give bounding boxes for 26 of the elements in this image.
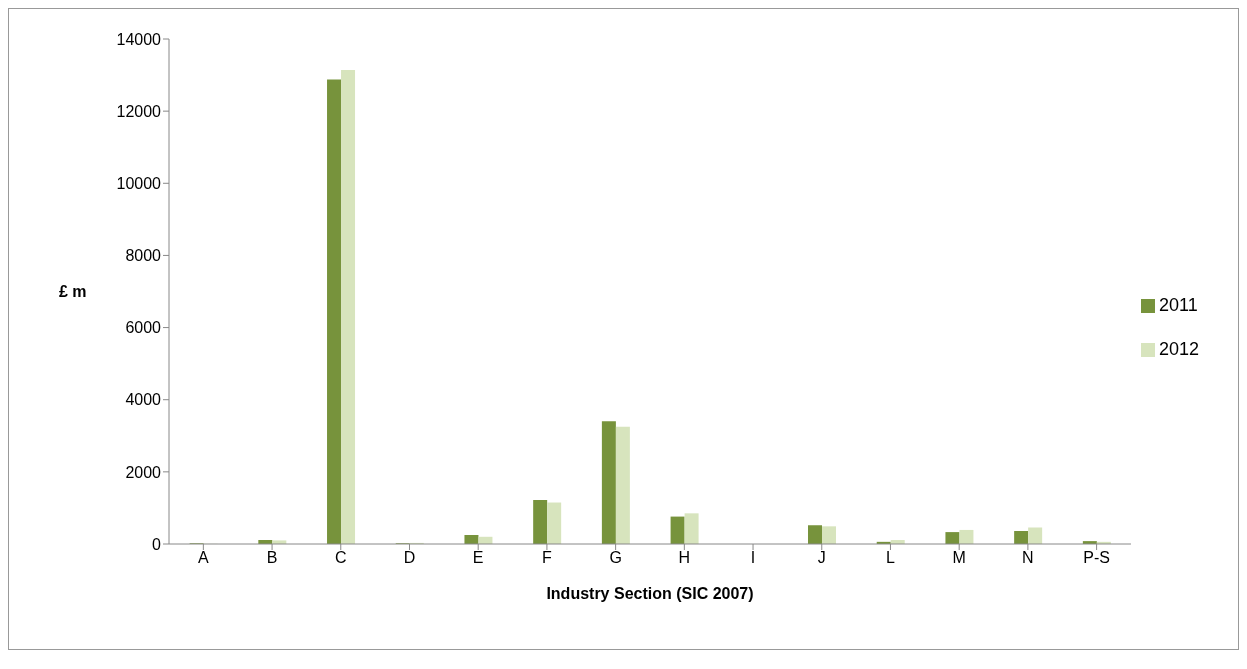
- y-tick-label: 10000: [116, 174, 162, 192]
- x-tick-label: E: [472, 549, 484, 567]
- x-tick-label: B: [266, 549, 278, 567]
- y-tick-label: 6000: [125, 319, 162, 337]
- y-tick-label: 4000: [125, 391, 162, 409]
- x-tick-label: I: [750, 549, 756, 567]
- x-tick-label: F: [542, 549, 553, 567]
- y-tick-label: 12000: [116, 102, 162, 120]
- y-tick-label: 14000: [116, 30, 162, 48]
- legend-label: 2011: [1158, 294, 1198, 315]
- x-tick-label: L: [886, 549, 896, 567]
- y-tick-label: 0: [152, 535, 162, 553]
- x-tick-label: P-S: [1083, 549, 1110, 567]
- y-axis-title: £ m: [59, 283, 87, 301]
- x-tick-label: H: [678, 549, 691, 567]
- x-tick-label: J: [817, 549, 826, 567]
- x-tick-label: M: [952, 549, 966, 567]
- y-tick-label: 2000: [125, 463, 162, 481]
- x-tick-label: N: [1022, 549, 1034, 567]
- x-tick-label: D: [403, 549, 416, 567]
- y-tick-label: 8000: [125, 247, 162, 265]
- x-tick-label: A: [198, 549, 210, 567]
- x-axis-title: Industry Section (SIC 2007): [546, 585, 754, 602]
- legend-label: 2012: [1158, 338, 1199, 359]
- x-tick-label: C: [335, 549, 347, 567]
- x-tick-label: G: [609, 549, 622, 567]
